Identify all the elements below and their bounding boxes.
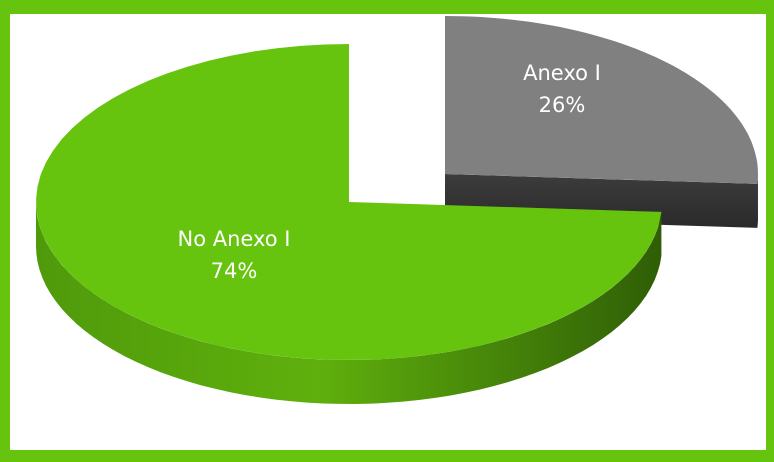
pie-slice-no-anexo-i-side <box>36 202 662 404</box>
pie-slice-no-anexo-i <box>36 44 662 404</box>
anexo-i-label: Anexo I <box>523 61 601 85</box>
no-anexo-i-label: No Anexo I <box>178 227 291 251</box>
anexo-i-percent: 26% <box>539 93 586 117</box>
pie-slice-no-anexo-i-top <box>36 44 662 360</box>
pie-slice-anexo-i-top <box>445 16 758 184</box>
pie-slice-anexo-i <box>445 16 758 228</box>
no-anexo-i-percent: 74% <box>211 259 258 283</box>
